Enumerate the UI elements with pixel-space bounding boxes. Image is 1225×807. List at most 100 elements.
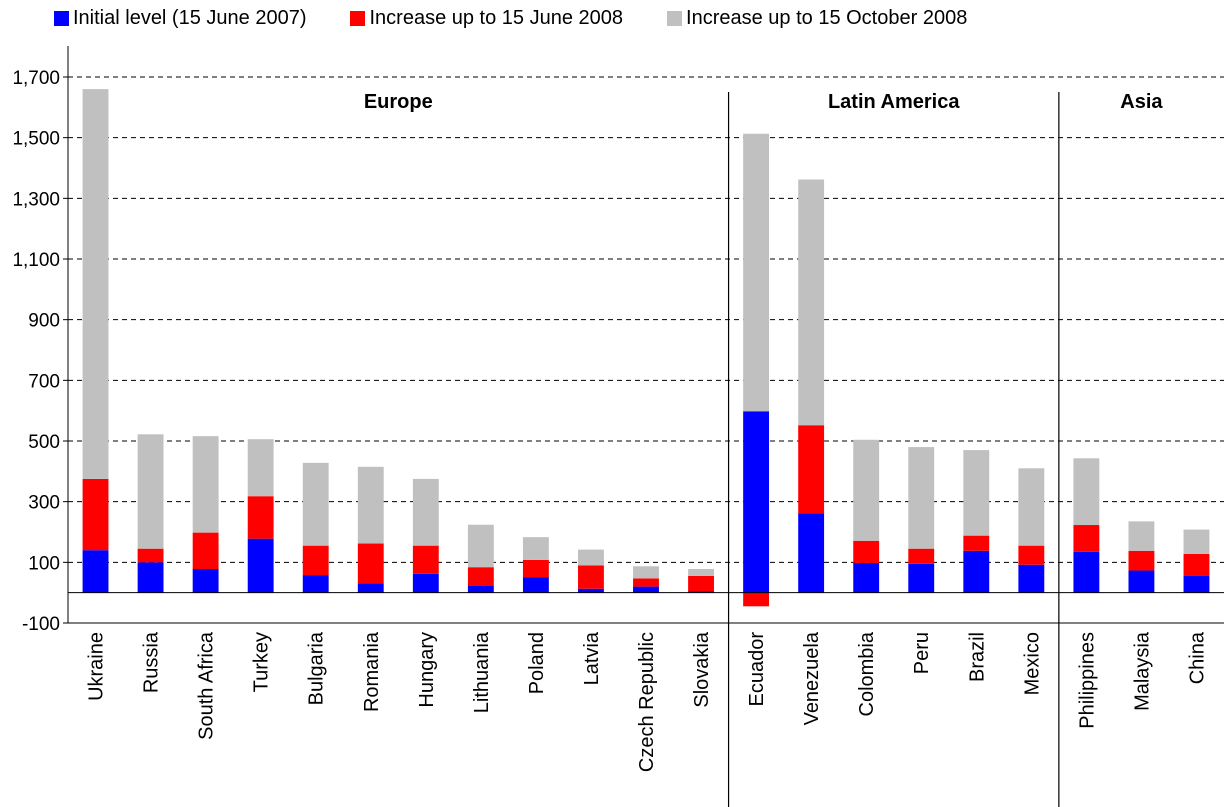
y-tick-label: 900 bbox=[28, 311, 60, 332]
x-tick-label: Hungary bbox=[416, 632, 438, 708]
plot-frame bbox=[67, 46, 1224, 624]
bar-segment bbox=[908, 548, 935, 564]
y-tick-label: 1,300 bbox=[12, 189, 60, 210]
bar-segment bbox=[1018, 564, 1045, 593]
bar-segment bbox=[1018, 545, 1045, 565]
group-label: Asia bbox=[1120, 91, 1163, 113]
legend-swatch-blue bbox=[54, 10, 69, 26]
bar-segment bbox=[633, 566, 659, 579]
x-tick-label: Venezuela bbox=[801, 631, 823, 725]
bar-segment bbox=[357, 543, 384, 584]
y-tick-label: -100 bbox=[22, 614, 60, 635]
bar-segment bbox=[798, 425, 825, 514]
bar-segment bbox=[192, 436, 219, 533]
bar-segment bbox=[1128, 570, 1155, 593]
bar-segment bbox=[743, 133, 770, 412]
x-tick-label: Latvia bbox=[581, 631, 603, 685]
x-tick-label: Romania bbox=[361, 631, 383, 712]
gridlines bbox=[68, 76, 1224, 563]
legend-item-initial-level: Initial level (15 June 2007) bbox=[54, 7, 306, 30]
x-tick-label: South Africa bbox=[196, 631, 218, 740]
y-tick-label: 500 bbox=[28, 432, 60, 453]
group-label: Latin America bbox=[828, 91, 960, 113]
bar-segment bbox=[1073, 525, 1100, 552]
bar-segment bbox=[412, 545, 439, 574]
bar-segment bbox=[798, 179, 825, 426]
bar-segment bbox=[633, 578, 659, 587]
x-tick-label: Turkey bbox=[251, 632, 273, 692]
bar-segment bbox=[467, 585, 494, 593]
y-tick-label: 300 bbox=[28, 493, 60, 514]
bar-segment bbox=[578, 549, 604, 566]
bar-segment bbox=[578, 565, 604, 589]
x-tick-label: Malaysia bbox=[1131, 631, 1153, 711]
bar-segment bbox=[467, 567, 494, 586]
bar-segment bbox=[192, 532, 219, 570]
group-label: Europe bbox=[364, 91, 433, 113]
x-tick-label: Slovakia bbox=[691, 631, 713, 707]
bar-segment bbox=[688, 591, 714, 593]
bar-segment bbox=[1183, 553, 1210, 576]
bar-segment bbox=[1073, 551, 1100, 593]
bar-segment bbox=[412, 478, 439, 546]
bar-segment bbox=[357, 466, 384, 544]
bar-segment bbox=[247, 496, 274, 539]
bar-segment bbox=[247, 439, 274, 497]
bar-segment bbox=[798, 513, 825, 593]
bar-segment bbox=[853, 439, 880, 541]
bar-segment bbox=[247, 538, 274, 593]
x-tick-label: Peru bbox=[911, 632, 933, 674]
x-tick-label: Colombia bbox=[856, 631, 878, 716]
bar-segment bbox=[963, 535, 990, 551]
legend-item-increase-june: Increase up to 15 June 2008 bbox=[350, 7, 623, 30]
x-tick-label: Czech Republic bbox=[636, 632, 658, 772]
bars bbox=[82, 89, 1210, 607]
bar-segment bbox=[688, 569, 714, 576]
bar-segment bbox=[412, 573, 439, 593]
bar-segment bbox=[302, 575, 329, 593]
bar-segment bbox=[963, 550, 990, 593]
y-tick-label: 1,700 bbox=[12, 68, 60, 89]
bar-segment bbox=[137, 562, 164, 593]
bar-segment bbox=[302, 462, 329, 546]
bar-segment bbox=[743, 592, 770, 607]
x-tick-label: Ukraine bbox=[86, 632, 108, 701]
bar-segment bbox=[688, 575, 714, 592]
bar-segment bbox=[522, 559, 549, 578]
bar-segment bbox=[743, 411, 770, 593]
bar-segment bbox=[82, 89, 109, 479]
x-tick-label: Brazil bbox=[966, 632, 988, 682]
bar-segment bbox=[1183, 575, 1210, 593]
x-tick-label: Poland bbox=[526, 632, 548, 694]
y-tick-label: 1,500 bbox=[12, 129, 60, 150]
x-tick-label: Lithuania bbox=[471, 631, 493, 713]
legend-label-increase-october: Increase up to 15 October 2008 bbox=[686, 6, 968, 29]
bar-segment bbox=[357, 583, 384, 593]
y-tick-label: 1,100 bbox=[12, 250, 60, 271]
bar-segment bbox=[853, 540, 880, 563]
region-groups: Europe Latin America Asia bbox=[364, 91, 1163, 807]
bar-segment bbox=[1183, 529, 1210, 554]
bar-segment bbox=[302, 545, 329, 576]
y-axis: -100 100 300 500 700 900 1,100 1,300 1,500 1,700 bbox=[12, 68, 68, 635]
x-axis: Ukraine Russia South Africa Turkey Bulgaria R… bbox=[86, 631, 1209, 772]
bar-segment bbox=[853, 562, 880, 593]
y-tick-label: 100 bbox=[28, 553, 60, 574]
bar-segment bbox=[522, 577, 549, 593]
legend-swatch-grey bbox=[667, 10, 683, 26]
legend-label-initial-level: Initial level (15 June 2007) bbox=[73, 6, 307, 29]
x-tick-label: China bbox=[1186, 631, 1208, 684]
legend-swatch-red bbox=[350, 10, 366, 26]
x-tick-label: Ecuador bbox=[746, 632, 768, 707]
x-tick-label: Mexico bbox=[1021, 632, 1043, 695]
chart-legend: Initial level (15 June 2007) Increase up… bbox=[54, 4, 967, 32]
bar-segment bbox=[82, 550, 109, 593]
bar-segment bbox=[1018, 468, 1045, 546]
bar-segment bbox=[1128, 550, 1155, 571]
bar-segment bbox=[1128, 521, 1155, 551]
x-tick-label: Philippines bbox=[1076, 632, 1098, 729]
bar-segment bbox=[522, 537, 549, 560]
bar-segment bbox=[578, 588, 604, 593]
bar-segment bbox=[467, 524, 494, 568]
